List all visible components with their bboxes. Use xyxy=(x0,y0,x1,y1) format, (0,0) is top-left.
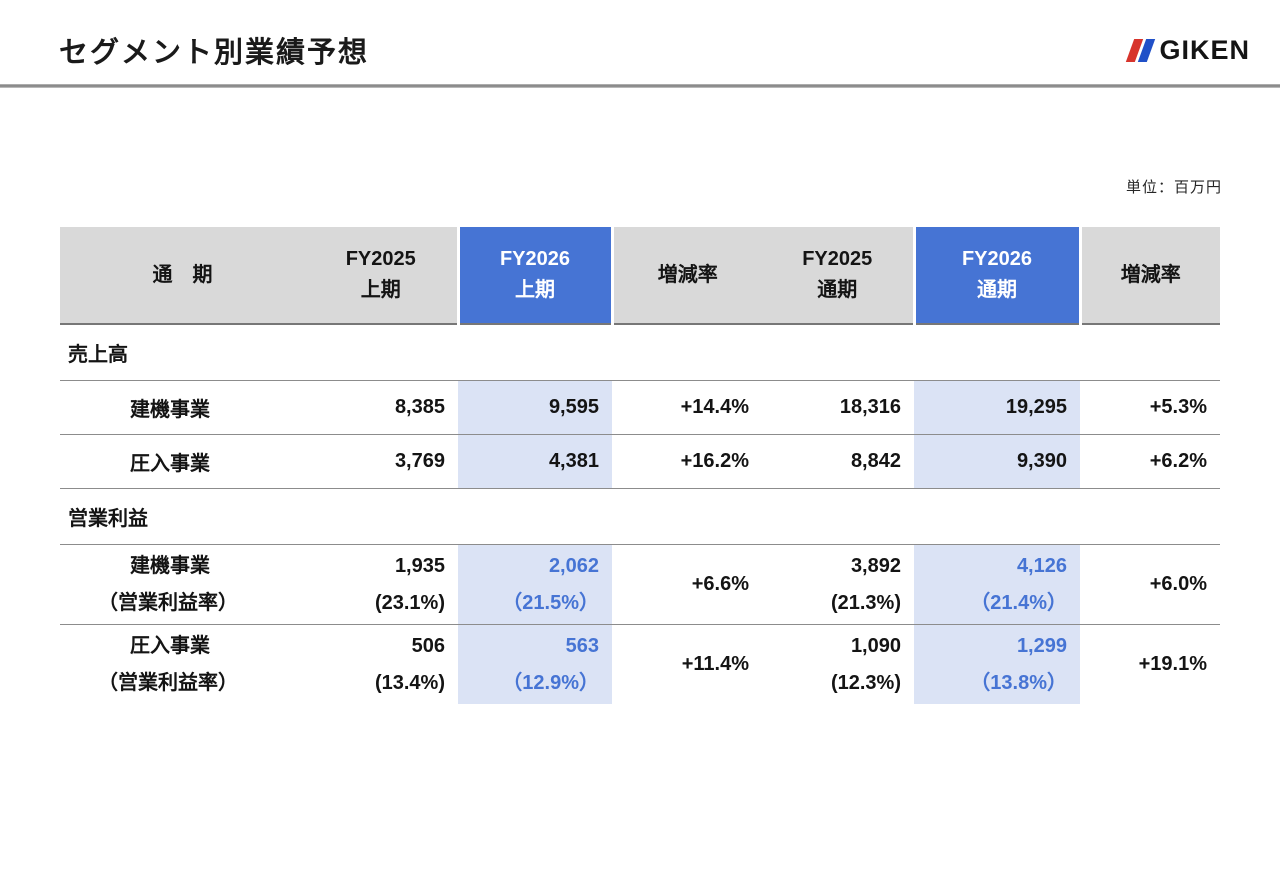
cell-change-full: +19.1% xyxy=(1138,653,1207,675)
slide-header: セグメント別業績予想 GIKEN xyxy=(59,30,1250,70)
col-header-line2: 通期 xyxy=(977,279,1017,301)
cell-fy2025-h1: 3,769 xyxy=(305,434,458,489)
cell-fy2026-h1: 9,595 xyxy=(458,380,612,435)
logo-wordmark: GIKEN xyxy=(1159,34,1250,65)
table-row-opincome-construction-machinery: 建機事業 （営業利益率） 1,935 (23.1%) 2,062 （21.5%）… xyxy=(60,544,1220,625)
table-row-opincome-press-in: 圧入事業 （営業利益率） 506 (13.4%) 563 （12.9%） +11… xyxy=(60,624,1220,705)
cell-fy2025-h1: 8,385 xyxy=(305,380,458,435)
section-row-net-sales: 売上高 xyxy=(60,324,1220,381)
value: 1,935 xyxy=(394,554,445,577)
col-header-term: 通 期 xyxy=(60,227,305,325)
col-header-line1: FY2025 xyxy=(802,248,873,270)
cell-fy2025-h1: 506 (13.4%) xyxy=(305,625,458,705)
segment-forecast-table: 通 期 FY2025 上期 FY2026 上期 増減率 FY2025 通期 FY… xyxy=(60,227,1220,704)
cell-fy2026-h1: 4,381 xyxy=(458,434,612,489)
value: 506 xyxy=(411,634,445,657)
row-label-rate-caption: （営業利益率） xyxy=(98,671,238,694)
rate: （12.9%） xyxy=(502,671,599,694)
col-header-line1: FY2026 xyxy=(961,248,1033,270)
cell-fy2026-full: 19,295 xyxy=(914,380,1080,435)
col-header-line1: FY2026 xyxy=(499,248,571,270)
cell-change-h1: +11.4% xyxy=(681,653,749,675)
cell-change-full: +5.3% xyxy=(1080,380,1220,435)
value: 4,126 xyxy=(1016,554,1067,577)
section-label: 売上高 xyxy=(60,324,1220,381)
cell-fy2025-full: 8,842 xyxy=(762,434,914,489)
cell-fy2025-h1: 1,935 (23.1%) xyxy=(305,544,458,625)
title-divider xyxy=(0,84,1280,88)
cell-change-full: +6.0% xyxy=(1080,544,1220,625)
cell-fy2026-full: 9,390 xyxy=(914,434,1080,489)
cell-fy2026-full: 1,299 （13.8%） xyxy=(914,624,1080,704)
value: 563 xyxy=(565,634,599,657)
col-header-fy2025-full: FY2025 通期 xyxy=(762,227,914,325)
col-header-fy2026-full: FY2026 通期 xyxy=(912,227,1082,325)
giken-logo: GIKEN xyxy=(1126,34,1250,66)
section-label: 営業利益 xyxy=(60,488,1220,545)
row-label: 建機事業 （営業利益率） xyxy=(60,544,305,625)
rate: （21.4%） xyxy=(970,591,1067,614)
cell-change-h1: +14.4% xyxy=(612,380,762,435)
col-header-fy2025-h1: FY2025 上期 xyxy=(305,227,458,325)
cell-fy2025-full: 18,316 xyxy=(762,380,914,435)
table-header-row: 通 期 FY2025 上期 FY2026 上期 増減率 FY2025 通期 FY… xyxy=(60,227,1220,325)
cell-change-h1: +6.6% xyxy=(612,544,762,625)
value: 1,090 xyxy=(850,634,901,657)
rate: (23.1%) xyxy=(374,591,445,614)
page-title: セグメント別業績予想 xyxy=(59,37,370,69)
cell-change-full: +6.2% xyxy=(1080,434,1220,489)
table-row-sales-press-in: 圧入事業 3,769 4,381 +16.2% 8,842 9,390 +6.2… xyxy=(60,434,1220,489)
col-header-change-h1: 増減率 xyxy=(612,227,762,325)
col-header-line2: 上期 xyxy=(515,279,555,301)
cell-fy2025-full: 1,090 (12.3%) xyxy=(762,625,914,705)
rate: （13.8%） xyxy=(970,671,1067,694)
col-header-line2: 通期 xyxy=(817,279,858,301)
value: 1,299 xyxy=(1016,634,1067,657)
cell-change-h1: +16.2% xyxy=(612,434,762,489)
col-header-line2: 上期 xyxy=(360,279,401,301)
unit-note: 単位：百万円 xyxy=(1125,179,1222,196)
section-row-operating-income: 営業利益 xyxy=(60,488,1220,545)
row-label: 建機事業 xyxy=(60,380,305,435)
value: 3,892 xyxy=(850,554,901,577)
cell-fy2026-h1: 2,062 （21.5%） xyxy=(458,544,612,625)
col-header-line1: FY2025 xyxy=(345,248,416,270)
table-row-sales-construction-machinery: 建機事業 8,385 9,595 +14.4% 18,316 19,295 +5… xyxy=(60,380,1220,435)
rate: （21.5%） xyxy=(502,591,599,614)
rate: (13.4%) xyxy=(374,671,445,694)
row-label-name: 圧入事業 xyxy=(130,634,210,657)
cell-fy2026-h1: 563 （12.9%） xyxy=(458,624,612,704)
col-header-change-full: 増減率 xyxy=(1080,227,1220,325)
row-label: 圧入事業 xyxy=(60,434,305,489)
col-header-fy2026-h1: FY2026 上期 xyxy=(456,227,614,325)
rate: (12.3%) xyxy=(830,671,901,694)
row-label-rate-caption: （営業利益率） xyxy=(98,591,238,614)
cell-fy2025-full: 3,892 (21.3%) xyxy=(762,544,914,625)
cell-fy2026-full: 4,126 （21.4%） xyxy=(914,544,1080,625)
row-label: 圧入事業 （営業利益率） xyxy=(60,625,305,705)
rate: (21.3%) xyxy=(830,591,901,614)
row-label-name: 建機事業 xyxy=(130,554,210,577)
value: 2,062 xyxy=(548,554,599,577)
